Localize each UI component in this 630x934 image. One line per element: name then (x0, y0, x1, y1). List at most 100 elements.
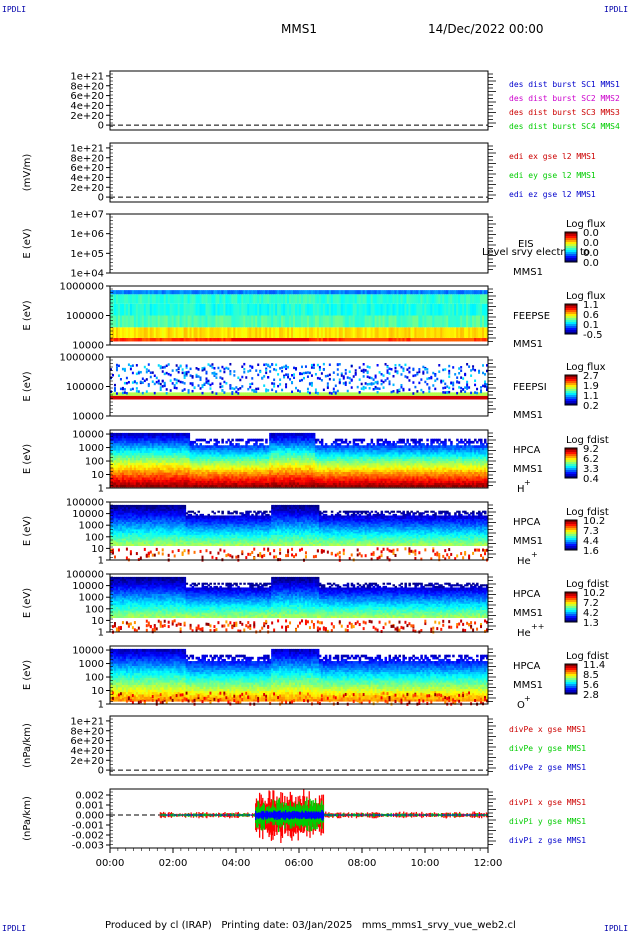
panel-feepse-cell (225, 303, 228, 316)
panel-feepse-cell (207, 294, 210, 304)
panel-hpca_h-cell (328, 451, 332, 455)
panel-hpca_h-cell (201, 456, 205, 459)
panel-feepse-cell (440, 294, 443, 304)
panel-feepse-cell (277, 337, 280, 342)
panel-feepsi-cell (402, 392, 405, 396)
panel-hpca_h-cell (300, 459, 304, 463)
panel-hpca_h-cell (275, 454, 278, 458)
panel-hpca_h-cell (251, 451, 254, 455)
panel-feepse-cell (410, 294, 413, 304)
panel-hpca_h-cell (135, 437, 139, 441)
panel-feepse-cell (360, 337, 364, 342)
panel-feepsi-cell (147, 384, 150, 388)
panel-hpca_h-cell (127, 437, 131, 441)
panel-feepsi-cell (141, 395, 145, 400)
panel-feepsi-cell (306, 390, 309, 394)
panel-feepse-cell (183, 303, 187, 316)
panel-hpca_h-cell (295, 459, 298, 463)
panel-feepse-cell (231, 294, 234, 304)
panel-feepse-cell (334, 290, 338, 295)
panel-feepsi-cell (300, 392, 304, 396)
panel-feepsi-cell (374, 387, 377, 390)
panel-hpca_h-cell (121, 464, 125, 468)
panel-feepse-cell (398, 290, 401, 295)
panel-hpca_h-cell (261, 484, 264, 488)
panel-hpca_h-cell (237, 443, 240, 446)
panel-hpca_h-cell (189, 456, 193, 459)
panel-feepse-cell (328, 327, 332, 338)
panel-feepsi-cell (183, 392, 187, 396)
panel-hpca_h-cell (159, 481, 163, 485)
panel-feepsi-cell (452, 387, 455, 391)
panel-hpca_h-cell (342, 451, 346, 455)
panel-hpca_h-cell (312, 472, 316, 476)
panel-hpca_h-cell (283, 477, 286, 480)
panel-feepse-cell (416, 294, 419, 304)
panel-hpca_h-cell (115, 435, 119, 439)
panel-hpca_h-cell (334, 464, 338, 468)
panel-feepsi-cell (287, 395, 290, 400)
panel-hpca_h-cell (119, 462, 123, 466)
panel-hpca_h-cell (165, 457, 169, 461)
panel-feepsi-cell (326, 395, 330, 400)
panel-feepsi-cell (169, 395, 173, 400)
panel-hpca_h-cell (312, 469, 316, 473)
panel-feepse-cell (253, 315, 256, 328)
panel-hpca_h-cell (137, 481, 141, 485)
panel-hpca_h-cell (344, 473, 348, 477)
panel-feepse-cell (326, 327, 330, 338)
panel-feepsi-cell (283, 365, 286, 369)
panel-hpca_h-cell (299, 454, 302, 458)
panel-hpca_h-cell (310, 432, 314, 436)
panel-feepse-cell (480, 327, 483, 338)
panel-feepsi-cell (320, 372, 323, 375)
panel-feepse-cell (235, 303, 238, 316)
panel-hpca_h-cell (110, 457, 113, 461)
panel-hpca_h-cell (165, 474, 169, 478)
panel-hpca_h-cell (257, 482, 260, 486)
panel-hpca_h-cell (249, 451, 252, 455)
panel-hpca_h-cell (133, 479, 137, 483)
panel-feepse-cell (370, 337, 374, 342)
panel-feepse-cell (342, 327, 346, 338)
panel-feepsi-cell (446, 391, 449, 394)
panel-hpca_h-cell (110, 445, 113, 449)
panel-feepse-cell (191, 327, 195, 338)
panel-hpca_h-cell (295, 454, 298, 458)
panel-feepse-cell (283, 315, 286, 328)
panel-hpca_h-cell (259, 454, 262, 457)
panel-hpca_h-cell (143, 484, 147, 488)
panel-feepse-cell (406, 315, 409, 328)
panel-hpca_h-cell (308, 477, 312, 480)
panel-hpca_h-cell (207, 467, 210, 470)
panel-hpca_h-cell (145, 477, 149, 480)
panel-hpca_h-cell (259, 464, 262, 468)
panel-hpca_h-cell (257, 445, 260, 448)
panel-hpca_h-cell (119, 437, 123, 441)
panel-hpca_h-cell (346, 475, 350, 479)
panel-hpca_h-cell (285, 452, 288, 456)
panel-hpca_h-cell (235, 456, 238, 459)
panel-feepse-colorbar-cell (565, 304, 577, 307)
panel-hpca_h-cell (165, 479, 169, 483)
panel-feepsi-cell (169, 389, 172, 392)
panel-feepse-cell (462, 290, 465, 295)
panel-hpca_h-cell (207, 451, 210, 455)
panel-hpca_h-cell (243, 469, 246, 473)
panel-hpca_h-cell (235, 464, 238, 468)
panel-feepsi-cell (173, 378, 176, 381)
panel-hpca_h-cell (332, 473, 336, 477)
panel-hpca_h-cell (291, 462, 294, 466)
panel-hpca_h-cell (179, 484, 183, 488)
panel-hpca_h-cell (249, 475, 252, 479)
panel-hpca_h-cell (233, 462, 236, 466)
panel-hpca_h-cell (259, 475, 262, 479)
panel-feepse-cell (452, 337, 455, 342)
panel-feepse-cell (352, 327, 356, 338)
panel-hpca_h-cell (328, 445, 332, 448)
panel-feepsi-cell (231, 395, 234, 400)
panel-hpca_h-cell (117, 447, 121, 451)
panel-hpca_h-cell (324, 443, 328, 446)
panel-hpca_h-cell (328, 469, 332, 473)
panel-hpca_h-cell (157, 479, 161, 483)
